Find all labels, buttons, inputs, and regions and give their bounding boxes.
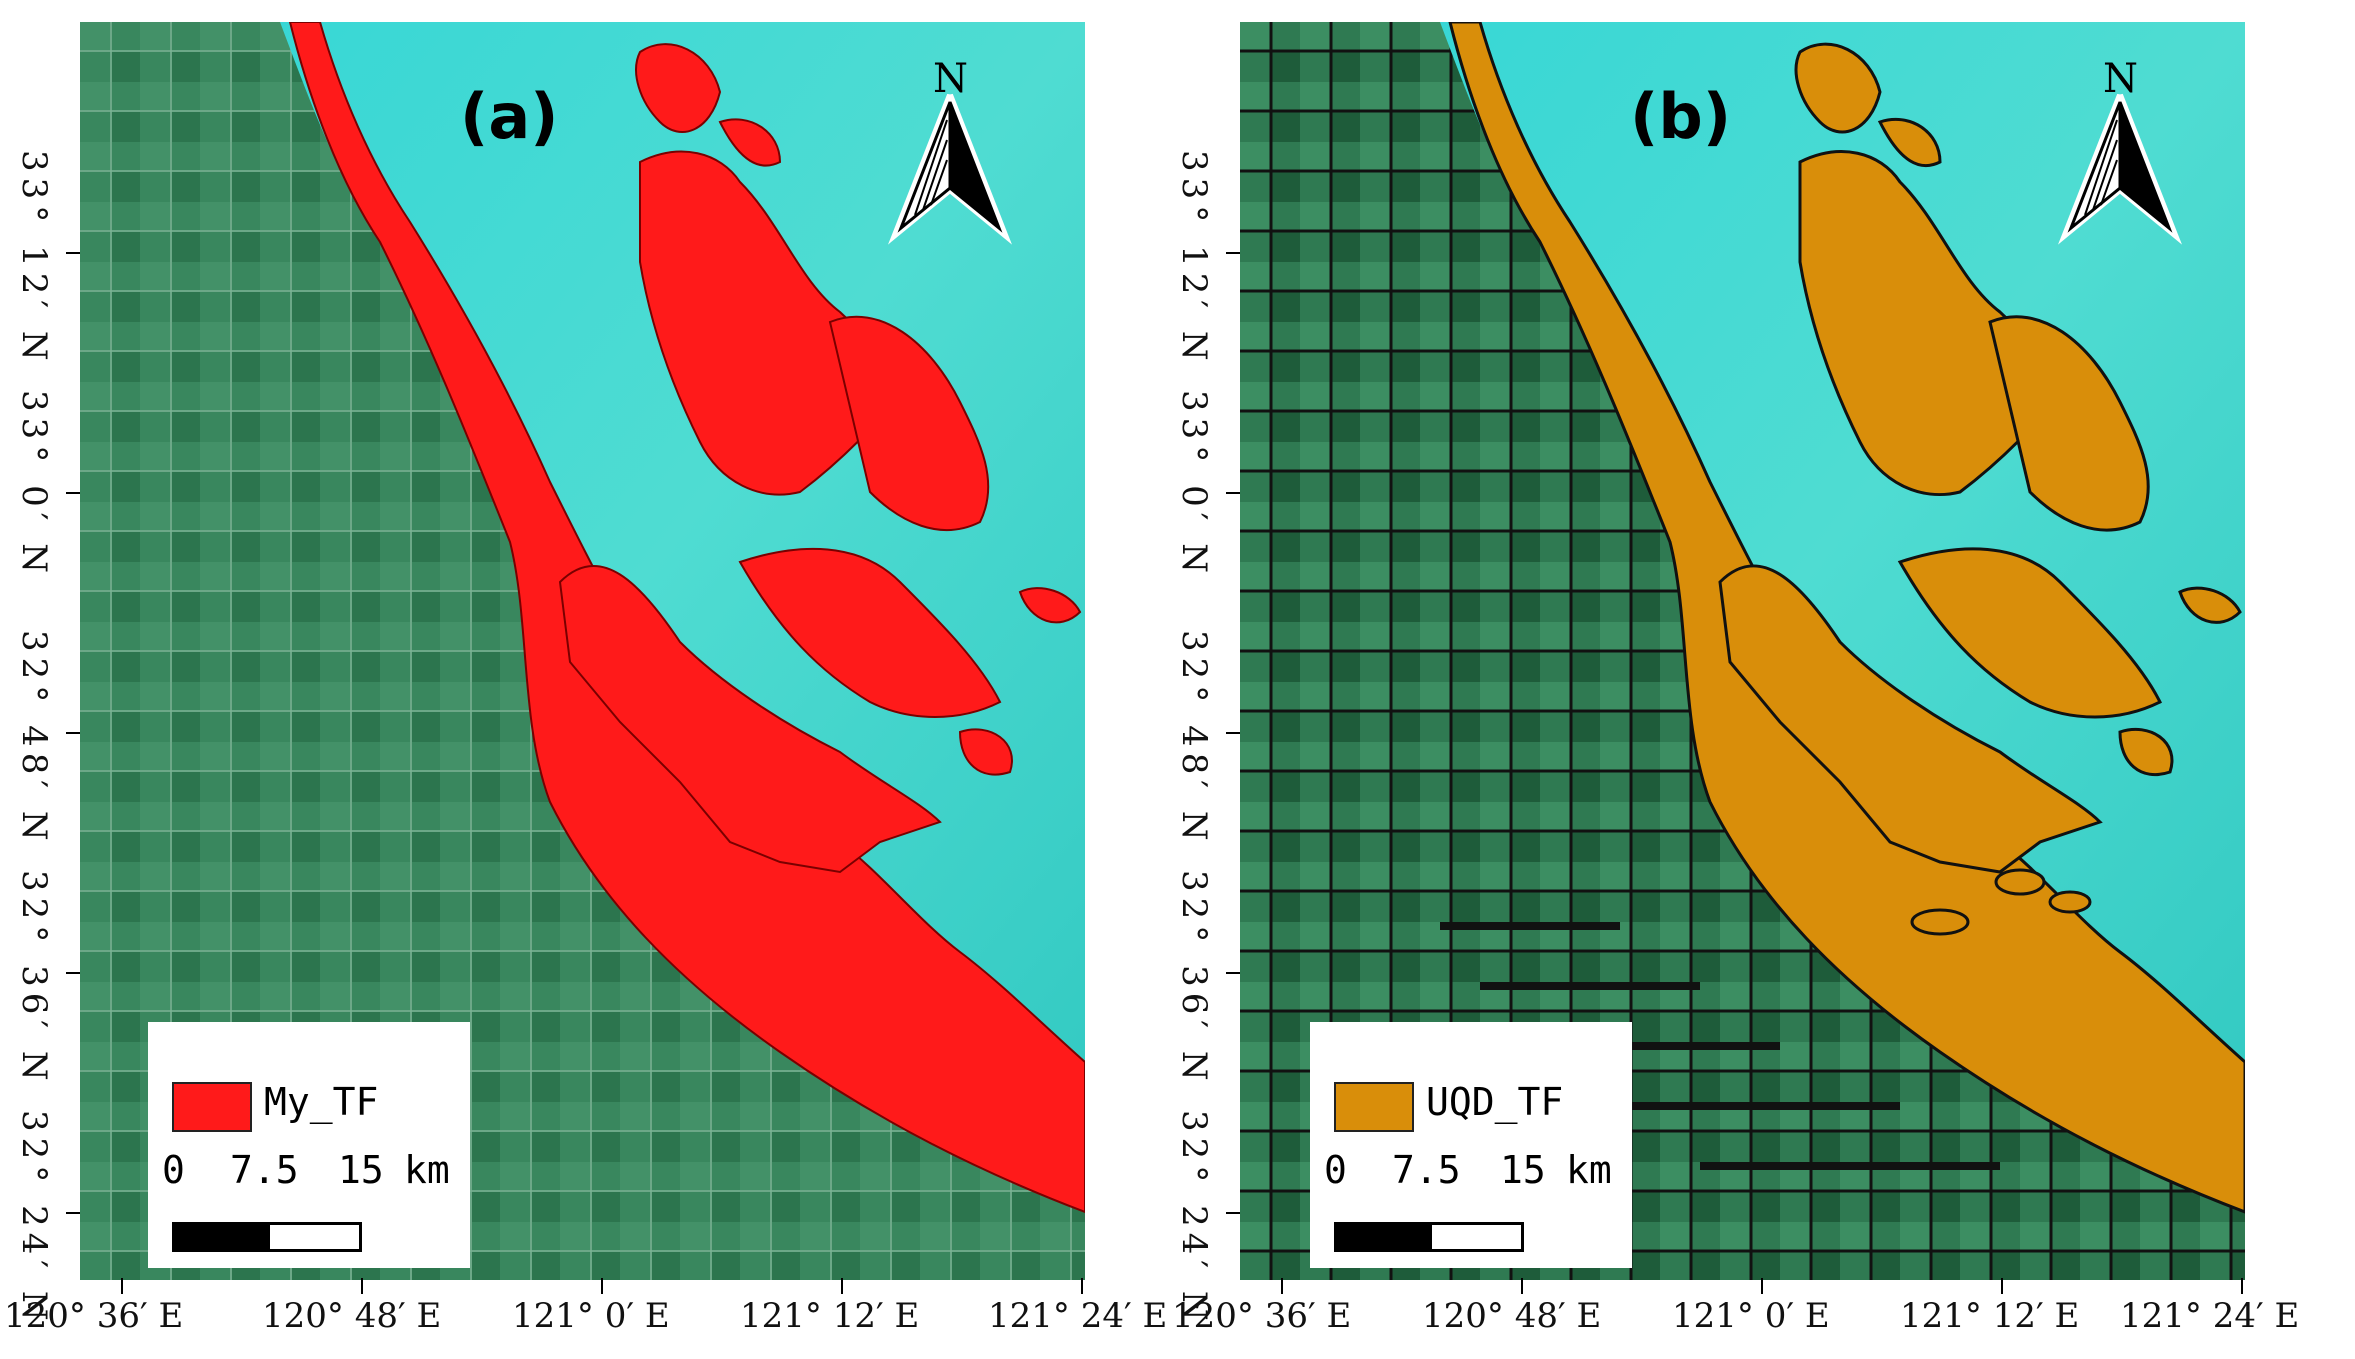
scale-tick-0: 0 xyxy=(1324,1148,1347,1192)
map-panel-b: (b) N UQD_TF 0 7.5 15 km 33° 12′ N 33° 0… xyxy=(1160,0,2338,1359)
legend-swatch xyxy=(172,1082,252,1132)
lat-label: 32° 36′ N xyxy=(1174,870,1214,1087)
lon-label: 121° 12′ E xyxy=(1900,1296,2080,1336)
lat-label: 33° 12′ N xyxy=(1174,150,1214,367)
panel-label-a: (a) xyxy=(460,80,559,153)
tidal-flat-b xyxy=(1448,22,2245,1214)
lon-label: 120° 48′ E xyxy=(262,1296,442,1336)
tidal-flat-a xyxy=(288,22,1085,1214)
north-label: N xyxy=(2103,56,2138,102)
lat-label: 33° 0′ N xyxy=(14,390,54,579)
scale-unit: km xyxy=(404,1148,450,1192)
north-arrow-a: N xyxy=(885,40,1015,270)
lat-label: 32° 24′ N xyxy=(1174,1110,1214,1327)
satellite-image-a xyxy=(80,22,1085,1280)
lat-label: 32° 24′ N xyxy=(14,1110,54,1327)
scale-bar xyxy=(1334,1222,1524,1252)
lon-label: 121° 0′ E xyxy=(1672,1296,1830,1336)
scale-tick-1: 7.5 xyxy=(230,1148,299,1192)
north-arrow-b: N xyxy=(2055,40,2185,270)
scale-unit: km xyxy=(1566,1148,1612,1192)
north-label: N xyxy=(933,56,968,102)
lat-label: 32° 48′ N xyxy=(14,630,54,847)
lat-label: 33° 12′ N xyxy=(14,150,54,367)
lat-label: 33° 0′ N xyxy=(1174,390,1214,579)
north-arrow-icon xyxy=(888,93,1012,245)
north-arrow-icon xyxy=(2058,93,2182,245)
legend-label: My_TF xyxy=(264,1080,379,1124)
scale-bar xyxy=(172,1222,362,1252)
lat-label: 32° 48′ N xyxy=(1174,630,1214,847)
legend-swatch xyxy=(1334,1082,1414,1132)
lon-label: 121° 12′ E xyxy=(740,1296,920,1336)
lon-label: 121° 0′ E xyxy=(512,1296,670,1336)
legend-a: My_TF 0 7.5 15 km xyxy=(148,1022,470,1268)
legend-b: UQD_TF 0 7.5 15 km xyxy=(1310,1022,1632,1268)
scale-tick-1: 7.5 xyxy=(1392,1148,1461,1192)
lon-label: 121° 24′ E xyxy=(2120,1296,2300,1336)
scale-tick-0: 0 xyxy=(162,1148,185,1192)
panel-label-b: (b) xyxy=(1630,80,1732,153)
lon-label: 120° 48′ E xyxy=(1422,1296,1602,1336)
scale-tick-2: 15 xyxy=(338,1148,384,1192)
satellite-map-a xyxy=(80,22,1085,1280)
scale-tick-2: 15 xyxy=(1500,1148,1546,1192)
lon-label: 121° 24′ E xyxy=(988,1296,1168,1336)
map-panel-a: (a) N My_TF 0 7.5 15 km 33° 12′ N 33° 0′… xyxy=(4,22,1168,1336)
legend-label: UQD_TF xyxy=(1426,1080,1564,1124)
lon-label: 120° 36′ E xyxy=(1172,1296,1352,1336)
noise-speckle xyxy=(1440,922,2000,1170)
lon-label: 120° 36′ E xyxy=(4,1296,184,1336)
lat-label: 32° 36′ N xyxy=(14,870,54,1087)
